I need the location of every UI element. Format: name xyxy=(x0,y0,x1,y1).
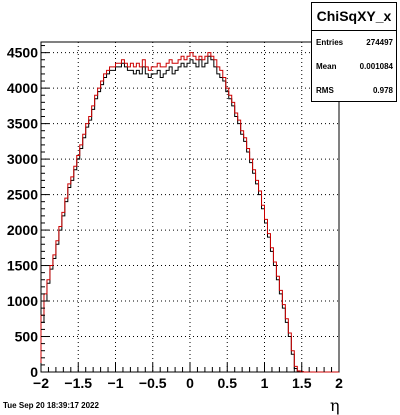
y-tick-label: 1000 xyxy=(7,293,38,309)
y-tick-label: 0 xyxy=(30,364,38,380)
x-axis-label: η xyxy=(330,396,340,415)
x-tick-label: −2 xyxy=(33,375,49,391)
x-tick-label: −1.5 xyxy=(64,375,92,391)
y-tick-label: 4500 xyxy=(7,45,38,61)
y-tick-label: 2500 xyxy=(7,187,38,203)
stats-rms-row: RMS 0.978 xyxy=(312,79,396,103)
y-tick-label: 2000 xyxy=(7,222,38,238)
x-tick-label: 1 xyxy=(261,375,269,391)
y-tick-label: 4000 xyxy=(7,80,38,96)
y-tick-label: 3000 xyxy=(7,151,38,167)
rms-value: 0.978 xyxy=(372,86,393,95)
stats-box: ChiSqXY_x Entries 274497 Mean 0.001084 R… xyxy=(311,2,397,102)
x-tick-label: −1 xyxy=(108,375,124,391)
stats-mean-row: Mean 0.001084 xyxy=(312,55,396,79)
x-tick-label: 0 xyxy=(186,375,194,391)
x-tick-label: 0.5 xyxy=(218,375,238,391)
mean-label: Mean xyxy=(316,62,337,71)
x-tick-label: 1.5 xyxy=(292,375,312,391)
entries-label: Entries xyxy=(316,38,344,47)
rms-label: RMS xyxy=(316,86,334,95)
stats-title: ChiSqXY_x xyxy=(312,3,396,31)
histogram-series xyxy=(40,52,339,373)
y-tick-label: 500 xyxy=(15,329,39,345)
grid-lines xyxy=(41,42,339,372)
histogram-red-series xyxy=(40,52,339,373)
entries-value: 274497 xyxy=(366,38,393,47)
x-tick-label: 2 xyxy=(335,375,343,391)
timestamp-footer: Tue Sep 20 18:39:17 2022 xyxy=(3,401,99,410)
y-tick-label: 3500 xyxy=(7,116,38,132)
axes: 0 500 1000 1500 2000 2500 3000 3500 4000 4500 −2 −1… xyxy=(7,45,343,391)
y-tick-label: 1500 xyxy=(7,258,38,274)
stats-entries-row: Entries 274497 xyxy=(312,31,396,55)
x-tick-label: −0.5 xyxy=(139,375,167,391)
mean-value: 0.001084 xyxy=(359,62,393,71)
